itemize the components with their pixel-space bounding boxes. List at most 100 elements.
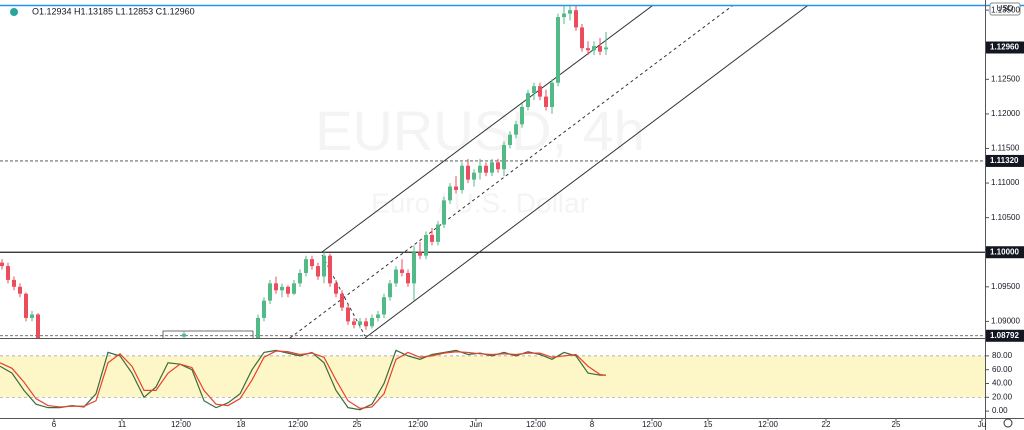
- candle-body: [520, 106, 524, 125]
- y-tick-label: 1.12500: [991, 74, 1020, 83]
- oscillator-pane: [0, 349, 985, 411]
- candle-body: [268, 283, 272, 301]
- candle-body: [412, 252, 416, 284]
- y-tick-label: 80.00: [992, 351, 1013, 360]
- candle-body: [340, 293, 344, 308]
- candle-body: [400, 269, 404, 273]
- x-tick-label: 11: [118, 420, 127, 429]
- candle-body: [484, 165, 488, 173]
- settings-icon[interactable]: [1003, 418, 1013, 428]
- candle-body: [36, 314, 40, 338]
- watermark-title: EURUSD, 4h: [315, 99, 645, 162]
- candle-body: [454, 186, 458, 190]
- candle-body: [448, 186, 452, 201]
- y-tick-label: 0.00: [992, 406, 1008, 415]
- candle-body: [580, 27, 584, 49]
- candle-body: [346, 307, 350, 322]
- x-tick-label: 12:00: [171, 420, 192, 429]
- candle-body: [466, 165, 470, 180]
- oscillator-line: [0, 350, 607, 409]
- candle-body: [424, 234, 428, 256]
- candle-body: [182, 333, 186, 337]
- currency-label: USD: [997, 4, 1014, 13]
- y-tick-label: 60.00: [992, 365, 1013, 374]
- candle-body: [544, 96, 548, 107]
- drawings: [162, 6, 808, 338]
- channel-lower: [364, 6, 808, 338]
- x-tick-label: 25: [353, 420, 362, 429]
- candle-body: [286, 286, 290, 294]
- candle-body: [490, 162, 494, 173]
- candle-body: [532, 86, 536, 94]
- band: [0, 355, 985, 398]
- range-box: [162, 330, 254, 338]
- candle-body: [514, 124, 518, 135]
- candle-body: [508, 134, 512, 146]
- candle-body: [538, 86, 542, 97]
- x-tick-label: 8: [590, 420, 595, 429]
- candle-body: [592, 46, 596, 51]
- currency-box[interactable]: [989, 2, 1021, 16]
- x-tick-label: 12:00: [526, 420, 547, 429]
- candle-body: [418, 252, 422, 256]
- candle-body: [6, 266, 10, 280]
- y-tick-label: 1.12000: [991, 109, 1020, 118]
- candle-body: [430, 234, 434, 242]
- candle-body: [388, 283, 392, 298]
- level-label: 1.12960: [990, 43, 1019, 52]
- level-label-box: [986, 154, 1024, 167]
- channel-upper: [321, 6, 653, 253]
- candle-body: [562, 13, 566, 18]
- candle-body: [472, 172, 476, 180]
- x-tick-label: 25: [892, 420, 901, 429]
- candle-body: [370, 317, 374, 327]
- status-dot[interactable]: [10, 8, 18, 16]
- candle-body: [568, 10, 572, 14]
- level-label-box: [986, 329, 1024, 342]
- candle-body: [442, 200, 446, 225]
- candle-body: [304, 259, 308, 273]
- candle-body: [358, 321, 362, 325]
- level-label-box: [986, 41, 1024, 54]
- x-tick-label: 15: [704, 420, 713, 429]
- candle-body: [0, 262, 4, 267]
- candle-body: [556, 17, 560, 83]
- y-tick-label: 1.10500: [991, 213, 1020, 222]
- candle-body: [256, 317, 260, 338]
- y-tick-label: 1.11000: [991, 178, 1020, 187]
- candle-body: [586, 48, 590, 51]
- candle-body: [364, 321, 368, 327]
- candle-body: [24, 293, 28, 318]
- price-pane: [0, 6, 985, 338]
- candle-body: [436, 224, 440, 242]
- candle-body: [406, 272, 410, 284]
- y-tick-label: 1.09000: [991, 317, 1020, 326]
- x-tick-label: 12:00: [642, 420, 663, 429]
- level-label: 1.11320: [990, 156, 1019, 165]
- level-label: 1.10000: [990, 247, 1019, 256]
- ohlc-legend: O1.12934 H1.13185 L1.12853 C1.12960: [32, 6, 195, 16]
- candle-body: [604, 47, 608, 50]
- candle-body: [12, 279, 16, 287]
- watermark-subtitle: Euro / U.S. Dollar: [371, 187, 589, 218]
- y-tick-label: 1.09500: [991, 282, 1020, 291]
- x-tick-label: 6: [52, 420, 57, 429]
- x-tick-label: 12:00: [408, 420, 429, 429]
- y-tick-label: 1.11500: [991, 144, 1020, 153]
- candle-body: [322, 255, 326, 277]
- channel-mid: [289, 6, 733, 338]
- candle-body: [496, 162, 500, 170]
- x-tick-label: Jun: [470, 420, 483, 429]
- x-tick-label: 12:00: [288, 420, 309, 429]
- candle-body: [394, 269, 398, 284]
- candle-body: [292, 283, 296, 294]
- axes: 1.13500 1.12500 1.12000 1.11500 1.11000 1.105…: [52, 5, 1024, 429]
- x-tick-label: 22: [822, 420, 831, 429]
- candle-body: [310, 259, 314, 267]
- x-tick-label: 18: [237, 420, 246, 429]
- candle-body: [316, 266, 320, 277]
- candle-body: [328, 255, 332, 284]
- candle-body: [352, 321, 356, 325]
- candle-body: [274, 283, 278, 291]
